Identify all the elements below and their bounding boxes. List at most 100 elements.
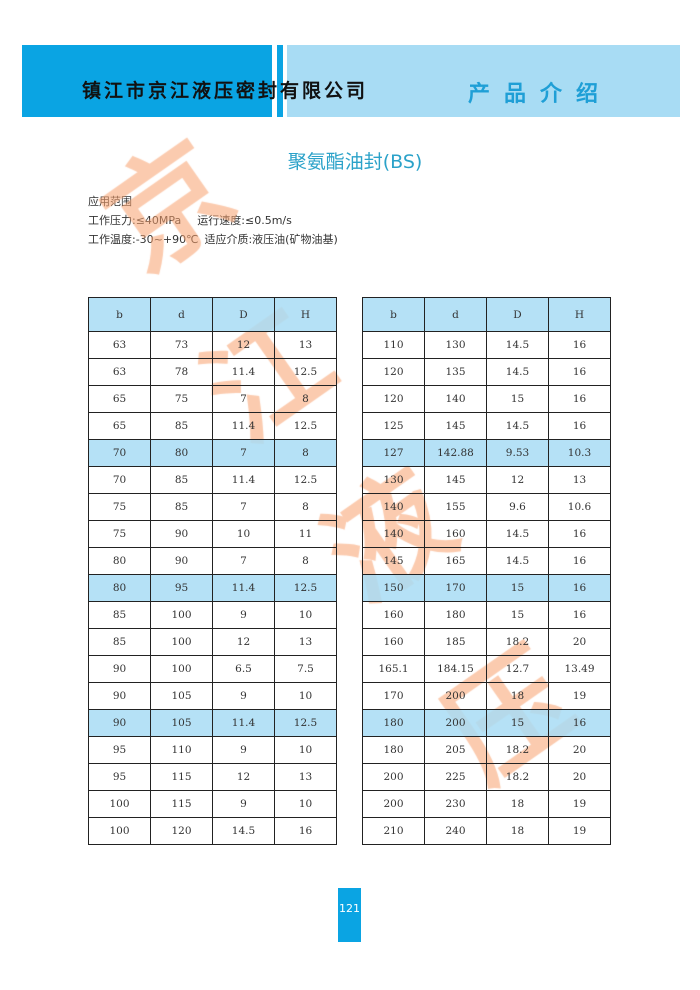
table-cell: 10 <box>274 682 337 710</box>
table-row: 75 90 10 11 <box>88 520 337 548</box>
table-row: 85 100 12 13 <box>88 628 337 656</box>
table-cell: 14.5 <box>486 520 549 548</box>
table-cell: 19 <box>548 682 611 710</box>
table-cell: 90 <box>150 520 213 548</box>
table-row: 110 130 14.5 16 <box>362 331 611 359</box>
table-cell: 15 <box>486 574 549 602</box>
table-cell: 140 <box>362 520 425 548</box>
table-cell: 145 <box>362 547 425 575</box>
table-cell: 105 <box>150 682 213 710</box>
table-cell: 7 <box>212 493 275 521</box>
table-cell: 240 <box>424 817 487 845</box>
table-row: 130 145 12 13 <box>362 466 611 494</box>
table-cell: 12.7 <box>486 655 549 683</box>
table-cell: 100 <box>88 817 151 845</box>
table-row: 125 145 14.5 16 <box>362 412 611 440</box>
column-header: b <box>362 297 425 332</box>
spec-pressure: 工作压力:≤40MPa <box>88 214 182 227</box>
table-cell: 105 <box>150 709 213 737</box>
table-cell: 90 <box>88 682 151 710</box>
table-cell: 75 <box>150 385 213 413</box>
table-cell: 11.4 <box>212 412 275 440</box>
table-row: 95 110 9 10 <box>88 736 337 764</box>
table-row: 100 120 14.5 16 <box>88 817 337 845</box>
table-cell: 120 <box>362 385 425 413</box>
table-cell: 16 <box>548 331 611 359</box>
table-cell: 110 <box>150 736 213 764</box>
table-row: 200 230 18 19 <box>362 790 611 818</box>
table-row: 85 100 9 10 <box>88 601 337 629</box>
table-cell: 85 <box>150 493 213 521</box>
table-row: 70 80 7 8 <box>88 439 337 467</box>
table-cell: 11.4 <box>212 466 275 494</box>
table-cell: 100 <box>150 655 213 683</box>
table-cell: 165 <box>424 547 487 575</box>
table-cell: 16 <box>548 520 611 548</box>
table-cell: 11.4 <box>212 358 275 386</box>
table-cell: 13 <box>274 763 337 791</box>
table-cell: 15 <box>486 385 549 413</box>
table-cell: 180 <box>362 709 425 737</box>
table-cell: 65 <box>88 412 151 440</box>
size-table-left: b d D H 63 73 12 13 63 78 11.4 12.5 65 75 7 8 65 85 11.4 12… <box>88 297 337 845</box>
table-cell: 12.5 <box>274 709 337 737</box>
table-cell: 200 <box>362 763 425 791</box>
table-row: 210 240 18 19 <box>362 817 611 845</box>
table-cell: 8 <box>274 385 337 413</box>
table-row: 70 85 11.4 12.5 <box>88 466 337 494</box>
table-cell: 180 <box>424 601 487 629</box>
table-cell: 18.2 <box>486 628 549 656</box>
table-cell: 70 <box>88 439 151 467</box>
table-row: 160 185 18.2 20 <box>362 628 611 656</box>
company-name: 镇江市京江液压密封有限公司 <box>82 80 369 102</box>
table-cell: 16 <box>274 817 337 845</box>
table-cell: 12 <box>486 466 549 494</box>
table-cell: 12.5 <box>274 574 337 602</box>
table-cell: 90 <box>88 655 151 683</box>
table-cell: 180 <box>362 736 425 764</box>
table-cell: 9.6 <box>486 493 549 521</box>
spec-temperature: 工作温度:-30~+90℃ <box>88 233 199 246</box>
table-cell: 9 <box>212 736 275 764</box>
table-cell: 14.5 <box>486 412 549 440</box>
table-cell: 120 <box>150 817 213 845</box>
table-cell: 8 <box>274 439 337 467</box>
table-cell: 18 <box>486 817 549 845</box>
table-cell: 90 <box>88 709 151 737</box>
spec-speed: 运行速度:≤0.5m/s <box>197 214 292 227</box>
table-cell: 95 <box>150 574 213 602</box>
column-header: D <box>486 297 549 332</box>
table-row: 150 170 15 16 <box>362 574 611 602</box>
table-cell: 160 <box>424 520 487 548</box>
table-cell: 225 <box>424 763 487 791</box>
table-cell: 20 <box>548 628 611 656</box>
page-number: 121 <box>338 888 361 942</box>
table-cell: 9 <box>212 790 275 818</box>
table-cell: 200 <box>424 682 487 710</box>
table-cell: 7 <box>212 547 275 575</box>
table-cell: 10 <box>274 601 337 629</box>
table-cell: 145 <box>424 466 487 494</box>
table-cell: 18 <box>486 790 549 818</box>
column-header: d <box>424 297 487 332</box>
table-cell: 115 <box>150 763 213 791</box>
table-cell: 140 <box>362 493 425 521</box>
table-cell: 65 <box>88 385 151 413</box>
table-cell: 200 <box>424 709 487 737</box>
table-cell: 73 <box>150 331 213 359</box>
table-cell: 16 <box>548 709 611 737</box>
table-cell: 7.5 <box>274 655 337 683</box>
table-row: 180 200 15 16 <box>362 709 611 737</box>
table-cell: 16 <box>548 547 611 575</box>
table-cell: 8 <box>274 493 337 521</box>
table-row: 65 75 7 8 <box>88 385 337 413</box>
table-row: 65 85 11.4 12.5 <box>88 412 337 440</box>
table-row: 145 165 14.5 16 <box>362 547 611 575</box>
table-cell: 170 <box>424 574 487 602</box>
column-header: H <box>274 297 337 332</box>
table-cell: 10 <box>212 520 275 548</box>
table-cell: 6.5 <box>212 655 275 683</box>
table-row: 120 140 15 16 <box>362 385 611 413</box>
